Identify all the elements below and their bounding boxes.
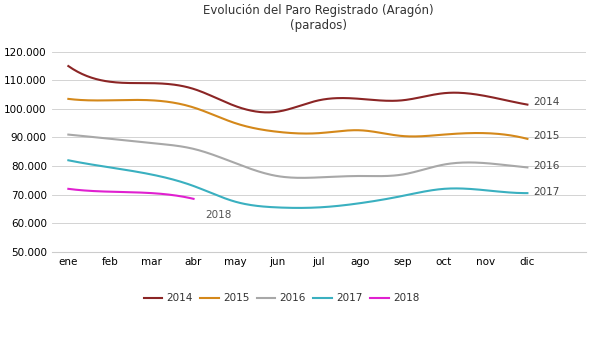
Text: 2016: 2016 <box>534 161 560 171</box>
Text: 2014: 2014 <box>534 97 560 107</box>
Title: Evolución del Paro Registrado (Aragón)
(parados): Evolución del Paro Registrado (Aragón) (… <box>204 4 434 32</box>
Text: 2018: 2018 <box>205 210 232 220</box>
Legend: 2014, 2015, 2016, 2017, 2018: 2014, 2015, 2016, 2017, 2018 <box>139 289 424 307</box>
Text: 2017: 2017 <box>534 187 560 197</box>
Text: 2015: 2015 <box>534 131 560 141</box>
